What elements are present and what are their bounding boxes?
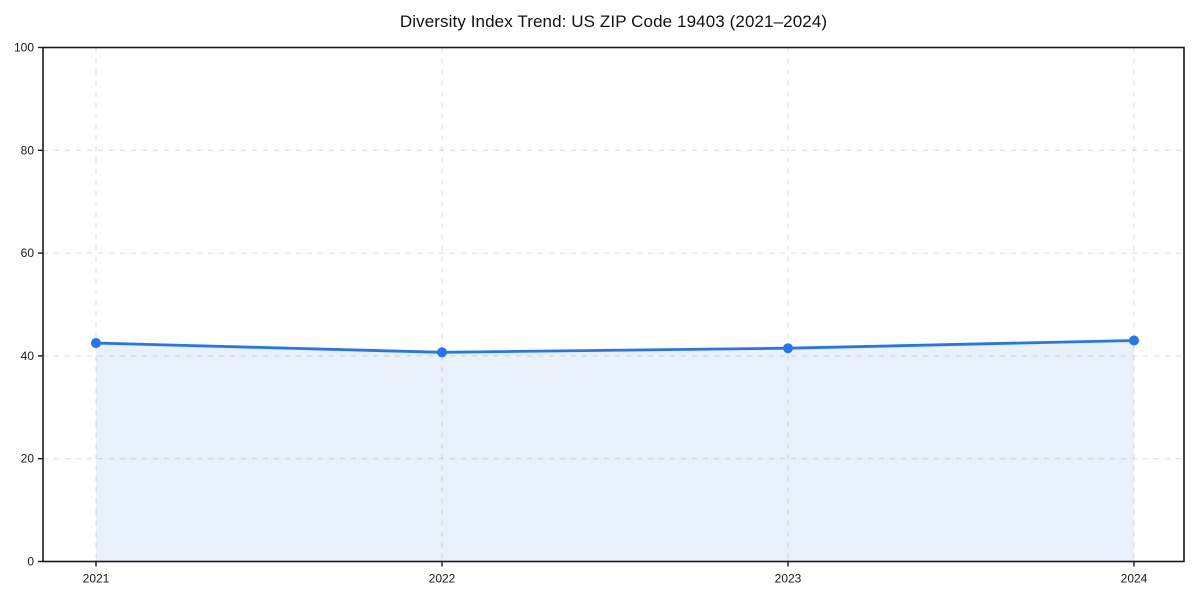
area-fill — [96, 340, 1134, 562]
y-tick-label: 60 — [21, 246, 35, 260]
data-point-2022 — [437, 347, 447, 358]
data-point-2024 — [1129, 335, 1139, 346]
trend-line — [94, 339, 1136, 354]
y-tick-label: 0 — [27, 555, 34, 569]
y-tick-label: 20 — [21, 452, 35, 466]
x-tick-label: 2023 — [775, 572, 802, 586]
x-tick-label: 2022 — [429, 572, 456, 586]
y-tick-label: 100 — [14, 41, 34, 55]
y-tick-label: 40 — [21, 349, 35, 363]
plot-border — [42, 46, 1185, 563]
y-tick-label: 80 — [21, 143, 35, 157]
data-point-2023 — [783, 343, 793, 354]
x-tick-label: 2024 — [1121, 572, 1148, 586]
x-tick-label: 2021 — [83, 572, 110, 586]
chart-title: Diversity Index Trend: US ZIP Code 19403… — [399, 12, 828, 31]
data-point-2021 — [91, 338, 101, 349]
